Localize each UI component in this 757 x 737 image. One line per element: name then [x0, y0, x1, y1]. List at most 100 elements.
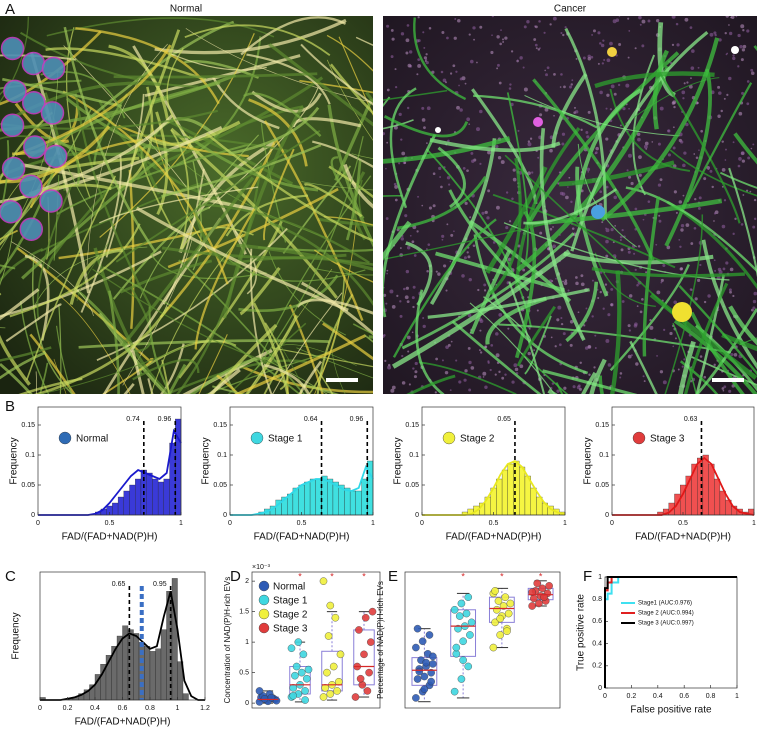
roc-curve [604, 576, 737, 688]
panel-label: B [5, 398, 15, 415]
data-point [319, 693, 328, 701]
data-point [415, 667, 424, 676]
x-tick-label: 0.8 [145, 705, 155, 712]
image-title: Cancer [554, 4, 587, 15]
y-tick-label: 0.05 [213, 482, 227, 489]
bar [112, 502, 119, 516]
panel-label: D [230, 568, 241, 585]
bar [129, 484, 136, 516]
data-point [504, 609, 513, 618]
bar [171, 578, 178, 701]
x-tick-label: 1 [176, 705, 180, 712]
y-tick-label: 0.15 [21, 422, 35, 429]
x-tick-label: 0.4 [90, 705, 100, 712]
legend-marker [632, 431, 646, 445]
y-axis-label: Frequency [11, 612, 22, 659]
legend-label: Normal [76, 434, 108, 445]
data-point [530, 594, 538, 603]
bar [123, 490, 130, 516]
bar [155, 648, 162, 701]
data-point [326, 690, 335, 698]
bar [355, 490, 362, 516]
x-tick-label: 0 [420, 520, 424, 527]
legend-marker [258, 608, 270, 620]
y-axis-label: True positive rate [576, 594, 587, 671]
bar [157, 481, 164, 516]
y-axis-label: Frequency [393, 437, 404, 484]
x-axis-label: FAD/(FAD+NAD(P)H) [75, 717, 171, 728]
peak-label: 0.96 [158, 416, 172, 423]
plot-frame [251, 571, 381, 709]
bar [117, 496, 124, 516]
data-point [427, 677, 435, 686]
legend-marker [258, 594, 270, 606]
data-point [297, 668, 306, 677]
data-point [418, 637, 427, 646]
panel-label: C [5, 568, 16, 585]
legend-label: Stage 3 (AUC:0.997) [638, 621, 694, 627]
data-point [496, 614, 504, 623]
legend-marker [258, 622, 270, 634]
x-tick-label: 0.8 [706, 693, 716, 700]
x-tick-label: 1 [563, 520, 567, 527]
bar [146, 472, 153, 516]
x-tick-label: 0.5 [297, 520, 307, 527]
bar [714, 478, 721, 516]
y-tick-label: 0.4 [592, 640, 602, 647]
y-axis-label: Frequency [583, 437, 594, 484]
data-point [545, 582, 553, 590]
x-tick-label: 0.2 [627, 693, 637, 700]
data-point [494, 597, 503, 605]
y-tick-label: 0.05 [595, 482, 609, 489]
y-tick-label: 0 [605, 512, 609, 519]
data-point [336, 650, 345, 659]
significance: * [539, 571, 543, 581]
data-point [260, 695, 269, 703]
x-tick-label: 1 [179, 520, 183, 527]
data-point [323, 668, 331, 677]
data-point [427, 668, 435, 677]
bar [163, 478, 170, 516]
data-point [301, 687, 309, 695]
data-point [302, 674, 311, 683]
plot-frame [404, 571, 561, 709]
significance: * [330, 571, 334, 581]
bar [160, 629, 167, 701]
x-tick-label: 0 [610, 520, 614, 527]
data-point [464, 662, 473, 671]
data-point [496, 631, 504, 639]
data-point [466, 631, 474, 639]
data-point [450, 687, 459, 696]
legend-label: Stage 2 [273, 610, 308, 621]
data-point [301, 696, 309, 704]
panel-label: E [388, 568, 398, 585]
data-point [304, 665, 313, 674]
legend-label: Normal [273, 582, 305, 593]
data-point [356, 674, 365, 683]
data-point [413, 624, 422, 633]
data-point [287, 644, 296, 653]
bar [507, 463, 514, 516]
data-point [501, 593, 510, 601]
x-tick-label: 0 [228, 520, 232, 527]
significance: * [362, 571, 366, 581]
axis-multiplier: ×10⁻³ [252, 564, 271, 571]
data-point [368, 607, 377, 616]
data-point [333, 687, 341, 695]
bar [133, 633, 140, 701]
data-point [459, 656, 467, 664]
legend-label: Stage 3 [650, 434, 685, 445]
panel-label: A [5, 1, 15, 18]
y-tick-label: 0.05 [405, 482, 419, 489]
peak-label: 0.95 [153, 581, 167, 588]
peak-label: 0.65 [497, 416, 511, 423]
y-tick-label: 0.6 [592, 618, 602, 625]
scale-bar [712, 378, 744, 382]
bar [315, 478, 322, 516]
bar [349, 490, 356, 516]
data-point [289, 692, 298, 700]
bar [361, 478, 368, 516]
legend-label: Stage 1 [273, 596, 308, 607]
data-point [355, 626, 363, 634]
data-point [457, 675, 466, 683]
